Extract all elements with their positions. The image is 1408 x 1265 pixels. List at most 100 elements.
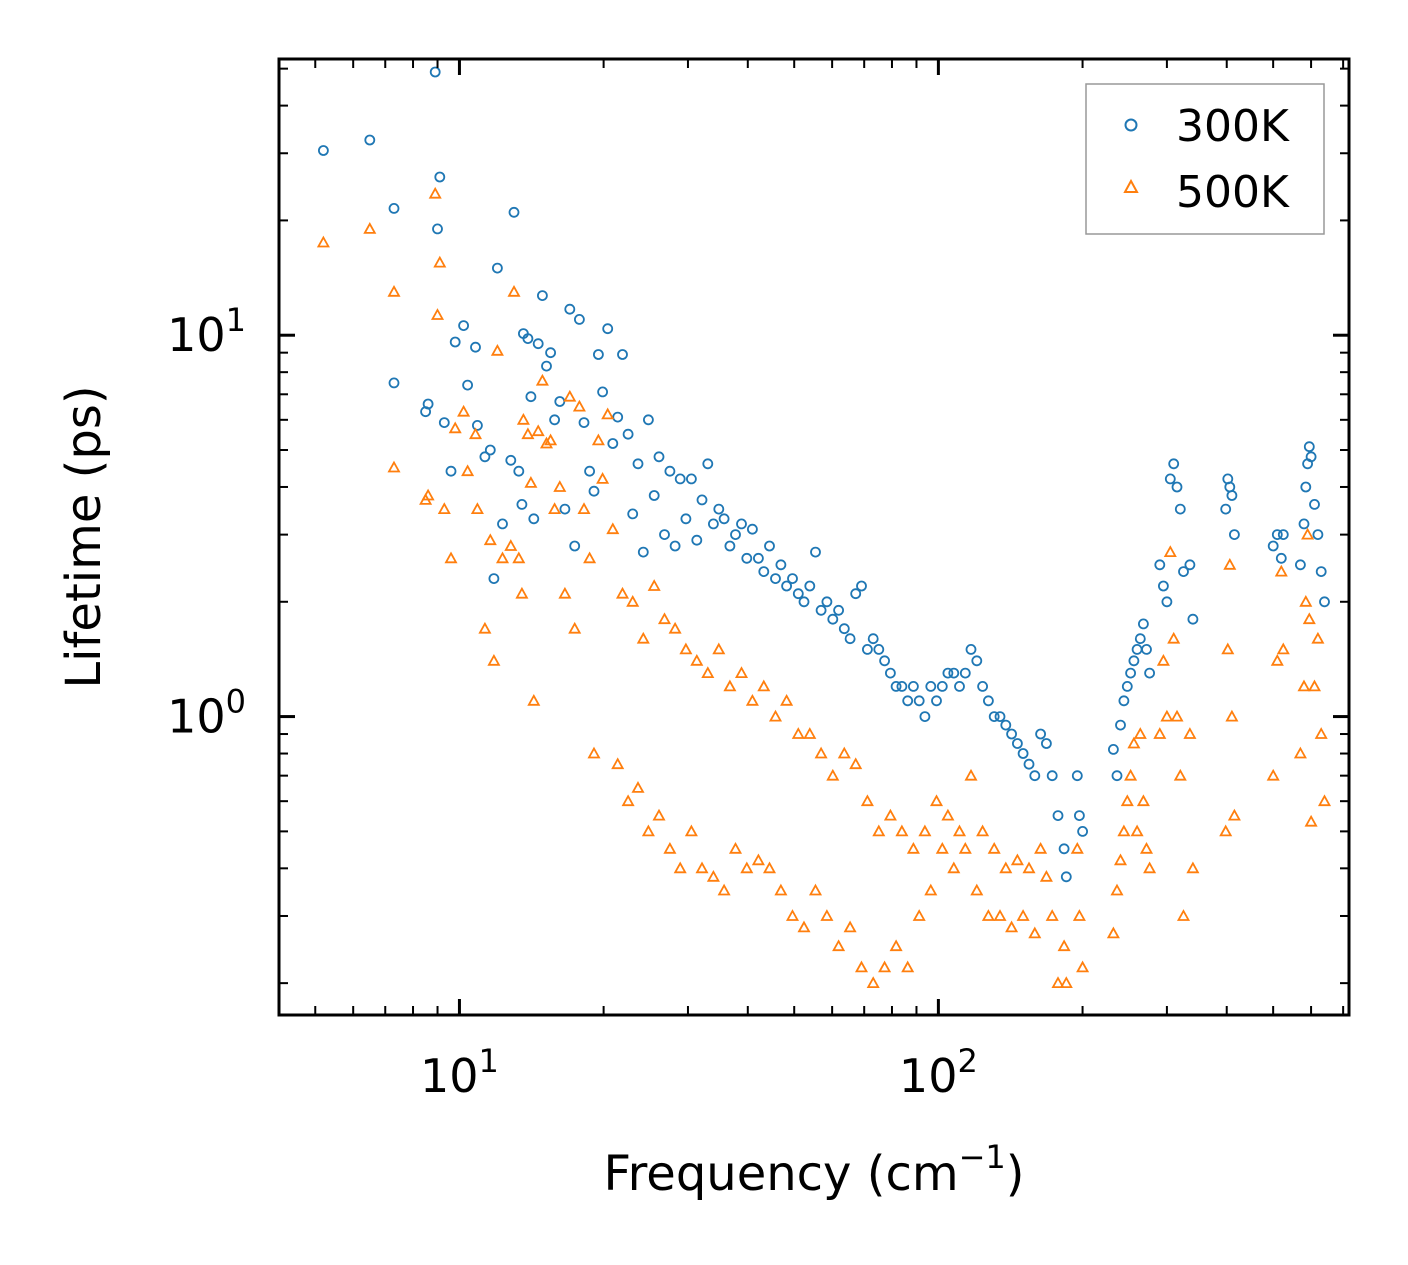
data-point-300k: [718, 513, 730, 525]
data-point-300k: [983, 695, 994, 707]
data-point-500k: [568, 621, 582, 634]
data-point-300k: [856, 580, 867, 592]
data-point-500k: [1117, 824, 1131, 837]
data-point-500k: [387, 460, 401, 473]
data-point-300k: [936, 681, 948, 692]
data-point-500k: [901, 960, 915, 973]
data-point-300k: [1315, 566, 1327, 577]
data-point-300k: [597, 386, 608, 398]
data-point-300k: [1220, 503, 1232, 515]
data-point-300k: [867, 633, 879, 645]
legend-marker-500k: [1123, 178, 1139, 193]
data-point-500k: [1307, 679, 1322, 692]
data-point-300k: [388, 202, 400, 214]
data-point-300k: [1118, 695, 1130, 707]
data-point-300k: [798, 596, 810, 608]
data-point-300k: [787, 573, 798, 584]
data-point-300k: [1060, 871, 1072, 883]
data-point-300k: [1012, 738, 1023, 749]
data-point-500k: [657, 612, 672, 625]
data-point-500k: [1133, 727, 1147, 739]
data-point-500k: [631, 781, 645, 793]
data-point-300k: [1319, 596, 1330, 608]
data-point-300k: [1058, 843, 1070, 855]
data-point-500k: [1039, 869, 1053, 882]
data-point-500k: [762, 861, 777, 874]
legend-marker-300k: [1124, 118, 1138, 132]
data-point-300k: [559, 503, 571, 515]
data-point-300k: [686, 473, 697, 485]
data-point-300k: [643, 414, 654, 426]
data-point-300k: [1309, 498, 1320, 510]
data-point-300k: [513, 465, 525, 477]
data-point-300k: [445, 465, 457, 477]
data-point-300k: [833, 604, 844, 616]
data-point-300k: [1017, 748, 1029, 759]
data-point-300k: [902, 695, 914, 707]
data-point-500k: [1219, 824, 1233, 837]
data-point-300k: [741, 552, 753, 564]
data-point-500k: [668, 621, 682, 634]
data-point-500k: [791, 727, 805, 739]
data-point-300k: [758, 566, 770, 577]
data-point-300k: [724, 540, 736, 552]
data-point-500k: [1221, 642, 1235, 655]
data-point-300k: [879, 655, 890, 667]
data-point-300k: [781, 580, 792, 592]
data-point-300k: [770, 573, 781, 584]
data-point-300k: [1125, 667, 1136, 679]
data-point-500k: [1076, 960, 1090, 973]
data-point-500k: [1301, 527, 1315, 540]
data-point-500k: [797, 920, 811, 933]
data-point-300k: [827, 613, 839, 625]
data-point-500k: [976, 824, 990, 837]
data-point-300k: [1271, 529, 1283, 540]
data-point-300k: [1035, 728, 1046, 740]
data-point-500k: [524, 476, 538, 488]
data-point-500k: [872, 824, 886, 837]
data-point-500k: [606, 522, 620, 535]
data-point-500k: [768, 709, 783, 722]
data-point-300k: [730, 529, 741, 540]
data-point-300k: [977, 681, 988, 692]
data-point-300k: [919, 711, 931, 722]
data-point-300k: [1041, 738, 1052, 749]
data-point-300k: [434, 171, 446, 183]
data-point-300k: [1134, 633, 1146, 645]
data-point-300k: [696, 494, 708, 506]
data-point-300k: [885, 667, 896, 679]
data-point-500k: [1051, 976, 1065, 988]
data-point-300k: [988, 711, 1000, 722]
legend-label-300k: 300K: [1176, 101, 1290, 152]
data-point-300k: [850, 588, 862, 600]
data-point-500k: [1186, 861, 1200, 874]
data-point-300k: [532, 338, 544, 350]
data-point-500k: [970, 883, 984, 896]
data-point-500k: [889, 939, 903, 952]
data-point-500k: [591, 433, 605, 446]
y-tick-label-1: 100: [167, 683, 246, 744]
data-point-500k: [999, 861, 1013, 874]
data-point-300k: [602, 323, 614, 335]
data-point-500k: [1274, 564, 1288, 577]
data-point-300k: [971, 655, 983, 667]
data-point-500k: [1153, 727, 1167, 739]
data-point-500k: [583, 551, 597, 564]
data-point-500k: [1072, 909, 1086, 921]
data-point-500k: [826, 768, 840, 781]
data-point-300k: [1071, 770, 1083, 782]
data-point-500k: [437, 502, 451, 514]
data-point-300k: [908, 681, 919, 692]
data-point-300k: [954, 681, 965, 692]
data-point-300k: [1277, 529, 1289, 540]
data-point-500k: [507, 284, 521, 297]
data-point-500k: [935, 841, 949, 854]
data-point-500k: [461, 464, 475, 477]
data-point-500k: [601, 407, 615, 420]
data-point-300k: [680, 513, 692, 525]
data-point-500k: [483, 533, 497, 546]
data-point-500k: [544, 433, 558, 446]
data-point-500k: [832, 939, 846, 952]
data-point-500k: [433, 255, 447, 268]
